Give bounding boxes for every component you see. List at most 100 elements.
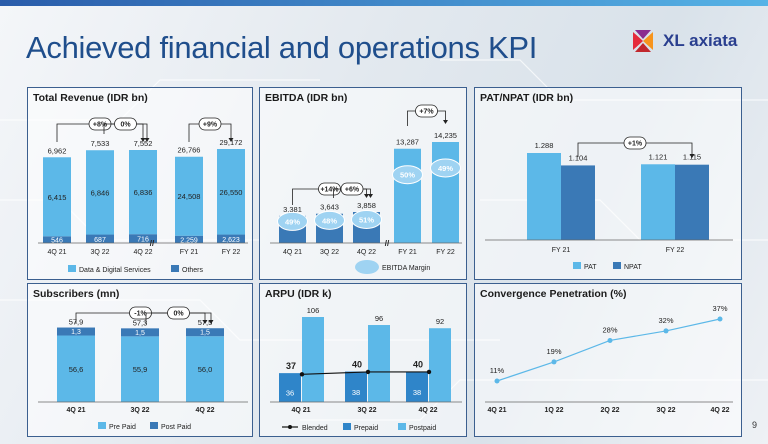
- subscribers-total-label: 57,3: [133, 318, 148, 327]
- revenue-category-label: 3Q 22: [90, 249, 109, 256]
- revenue-bar-data-digital: [175, 156, 203, 236]
- postpaid-bar: [57, 327, 95, 336]
- arpu-postpaid-bar: [368, 325, 390, 402]
- revenue-data-label: 6,836: [134, 188, 153, 197]
- ebitda-bar: [432, 142, 459, 243]
- revenue-others-label: 2,623: [222, 237, 240, 244]
- panel-total-revenue: Total Revenue (IDR bn) 6,415 546 6,962 4Q 2…: [27, 87, 253, 280]
- revenue-bar-data-digital: [217, 148, 245, 235]
- subscribers-growth-0-label: 0%: [173, 311, 184, 318]
- revenue-total-label: 7,552: [134, 139, 153, 148]
- convergence-point: [607, 337, 613, 343]
- npat-bar: [675, 164, 709, 240]
- revenue-growth-9-badge: [198, 117, 222, 131]
- revenue-growth-8-arrow-icon: [140, 138, 146, 142]
- revenue-data-label: 24,508: [178, 192, 201, 201]
- panel-subscribers: Subscribers (mn) 56,6 1,3 57,9 4Q 21 55,9 1,5…: [27, 283, 253, 437]
- subscribers-growth-0-badge: [167, 306, 190, 320]
- revenue-others-label: 687: [94, 237, 106, 244]
- subscribers-category-label: 3Q 22: [130, 407, 149, 414]
- ebitda-margin-bubble: [392, 165, 423, 185]
- legend-label-pat: PAT: [584, 264, 597, 271]
- npat-value-label: 1.104: [569, 153, 588, 162]
- pat-value-label: 1.288: [535, 141, 554, 150]
- ebitda-value-label: 14,235: [434, 131, 457, 140]
- postpaid-bar: [186, 328, 224, 337]
- convergence-category-label: 1Q 22: [544, 407, 563, 414]
- arpu-blended-label: 40: [413, 360, 423, 370]
- prepaid-value-label: 56,0: [198, 365, 213, 374]
- revenue-bar-others: [86, 234, 114, 243]
- arpu-postpaid-label: 92: [436, 317, 444, 326]
- convergence-category-label: 3Q 22: [656, 407, 675, 414]
- ebitda-margin-bubble: [430, 158, 461, 178]
- legend-swatch-postpaid: [150, 422, 158, 429]
- legend-swatch-ebitda-margin: [355, 260, 379, 274]
- ebitda-margin-label: 48%: [322, 216, 337, 225]
- ebitda-margin-label: 49%: [438, 164, 453, 173]
- logo-text: XL axiata: [663, 31, 738, 50]
- subscribers-category-label: 4Q 22: [195, 407, 214, 414]
- arpu-chart: 36 106 37 4Q 21 38 96 40 3Q 22 38 92 40 4Q 22 Blende…: [270, 306, 462, 432]
- subscribers-category-label: 4Q 21: [66, 407, 85, 414]
- convergence-chart: 11% 4Q 21 19% 1Q 22 28% 2Q 22 32% 3Q 22 37% 4Q 22: [485, 304, 733, 414]
- revenue-total-label: 7,533: [91, 139, 110, 148]
- panel-ebitda: EBITDA (IDR bn) 3,381 49% 4Q 21 3,643 48% 3Q …: [259, 87, 467, 280]
- prepaid-value-label: 56,6: [69, 365, 84, 374]
- ebitda-growth-14-label: +14%: [320, 187, 339, 194]
- ebitda-axis-break: //: [385, 239, 390, 248]
- top-accent-bar: [0, 0, 768, 6]
- ebitda-chart: 3,381 49% 4Q 21 3,643 48% 3Q 22 3,858 51% 4Q 22 1…: [270, 104, 462, 274]
- legend-label-arpu-prepaid: Prepaid: [354, 425, 378, 432]
- ebitda-category-label: 4Q 22: [357, 249, 376, 256]
- ebitda-value-label: 13,287: [396, 138, 419, 147]
- panel-title-pat: PAT/NPAT (IDR bn): [480, 92, 574, 104]
- pat-bar: [527, 153, 561, 240]
- revenue-data-label: 6,415: [48, 193, 67, 202]
- npat-growth-label: +1%: [628, 141, 643, 148]
- legend-label-arpu-postpaid: Postpaid: [409, 425, 436, 432]
- arpu-blended-point: [365, 369, 371, 375]
- legend-swatch-data-digital: [68, 265, 76, 272]
- revenue-data-label: 6,846: [91, 188, 110, 197]
- ebitda-growth-6-badge: [340, 182, 364, 196]
- legend-swatch-arpu-prepaid: [343, 423, 351, 430]
- pat-value-label: 1.121: [649, 152, 668, 161]
- convergence-category-label: 4Q 21: [487, 407, 506, 414]
- revenue-category-label: FY 21: [180, 249, 199, 256]
- ebitda-bar: [394, 148, 421, 243]
- convergence-point: [494, 378, 500, 384]
- revenue-bar-data-digital: [86, 150, 114, 235]
- logo-mark-icon: [633, 30, 653, 52]
- revenue-growth-0-label: 0%: [120, 122, 131, 129]
- ebitda-margin-bubble: [314, 210, 345, 230]
- postpaid-value-label: 1,3: [71, 329, 81, 336]
- ebitda-margin-bubble: [277, 211, 308, 231]
- ebitda-growth-7-arrow-icon: [443, 120, 448, 124]
- arpu-postpaid-label: 106: [307, 306, 320, 315]
- convergence-value-label: 19%: [546, 347, 561, 356]
- convergence-point: [551, 359, 557, 365]
- postpaid-value-label: 1,5: [200, 330, 210, 337]
- revenue-axis-break: //: [150, 239, 155, 248]
- ebitda-category-label: 3Q 22: [320, 249, 339, 256]
- convergence-category-label: 2Q 22: [600, 407, 619, 414]
- legend-label-prepaid: Pre Paid: [109, 424, 136, 431]
- page-title: Achieved financial and operations KPI: [26, 30, 538, 65]
- legend-label-blended: Blended: [302, 425, 328, 432]
- ebitda-category-label: FY 21: [398, 249, 417, 256]
- ebitda-margin-label: 51%: [359, 216, 374, 225]
- arpu-prepaid-bar: [345, 371, 367, 402]
- arpu-prepaid-bar: [406, 371, 428, 402]
- revenue-others-label: 546: [51, 238, 63, 245]
- panel-convergence: Convergence Penetration (%) 11% 4Q 21 19% 1…: [474, 283, 742, 437]
- npat-growth-badge: [623, 136, 647, 150]
- pat-category-label: FY 21: [552, 247, 571, 254]
- xl-axiata-logo: XL axiata: [627, 26, 747, 56]
- arpu-category-label: 3Q 22: [357, 407, 376, 414]
- arpu-postpaid-label: 96: [375, 314, 383, 323]
- revenue-growth-8-label: +8%: [93, 122, 108, 129]
- legend-swatch-arpu-postpaid: [398, 423, 406, 430]
- ebitda-category-label: 4Q 21: [283, 249, 302, 256]
